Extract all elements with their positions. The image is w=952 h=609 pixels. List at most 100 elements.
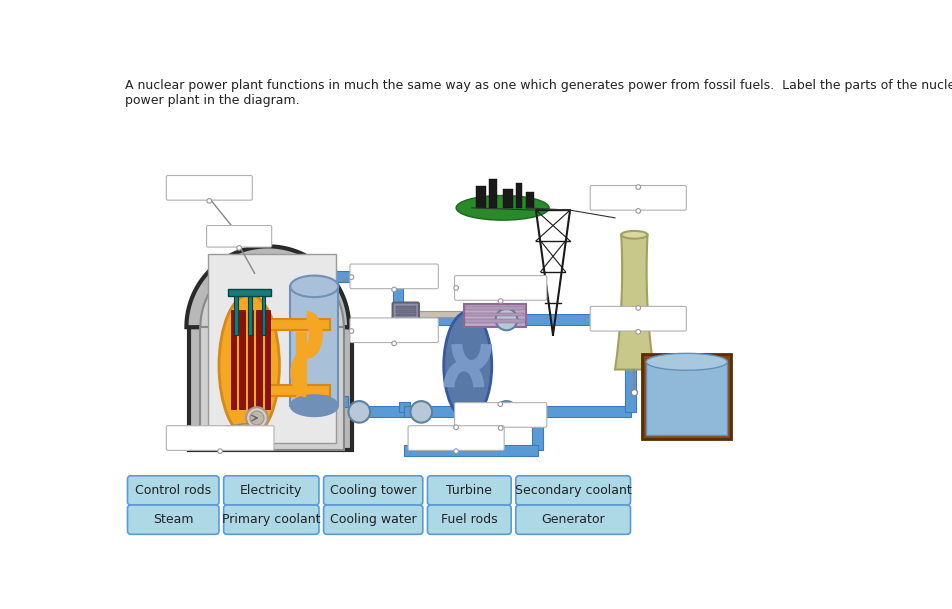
FancyBboxPatch shape [167, 426, 274, 451]
Text: Steam: Steam [153, 513, 193, 526]
Bar [262, 295, 266, 335]
Circle shape [498, 426, 503, 431]
FancyBboxPatch shape [224, 476, 319, 505]
Bar [314, 271, 398, 282]
FancyBboxPatch shape [207, 225, 271, 247]
Text: Electricity: Electricity [240, 484, 303, 497]
FancyBboxPatch shape [392, 303, 419, 327]
Bar [526, 314, 630, 325]
Circle shape [631, 390, 638, 396]
Text: A nuclear power plant functions in much the same way as one which generates powe: A nuclear power plant functions in much … [126, 79, 952, 107]
Ellipse shape [219, 295, 280, 437]
Bar [516, 183, 522, 208]
Bar [265, 310, 270, 409]
FancyBboxPatch shape [590, 306, 686, 331]
Bar [398, 314, 471, 325]
Bar [230, 310, 236, 409]
Circle shape [218, 449, 223, 454]
Bar [228, 289, 271, 297]
Circle shape [349, 275, 354, 280]
FancyBboxPatch shape [427, 476, 511, 505]
FancyBboxPatch shape [427, 505, 511, 534]
Bar [396, 318, 416, 320]
Polygon shape [187, 246, 351, 327]
Circle shape [348, 401, 370, 423]
FancyBboxPatch shape [516, 476, 630, 505]
Bar [646, 362, 727, 435]
Circle shape [454, 286, 459, 290]
Circle shape [636, 306, 641, 310]
Circle shape [250, 411, 264, 425]
FancyBboxPatch shape [324, 476, 423, 505]
Circle shape [636, 209, 641, 213]
Bar [314, 396, 347, 407]
Text: Cooling water: Cooling water [330, 513, 417, 526]
FancyBboxPatch shape [408, 426, 505, 451]
Text: Generator: Generator [542, 513, 605, 526]
Bar [208, 254, 336, 443]
Ellipse shape [456, 195, 549, 220]
Bar [396, 314, 416, 317]
Bar [396, 306, 416, 309]
Bar [256, 310, 262, 409]
Bar [296, 332, 307, 403]
Text: Fuel rods: Fuel rods [441, 513, 498, 526]
Bar [475, 186, 486, 208]
Ellipse shape [622, 231, 647, 239]
FancyBboxPatch shape [224, 505, 319, 534]
FancyBboxPatch shape [128, 476, 219, 505]
Circle shape [247, 407, 268, 429]
Bar [532, 412, 543, 451]
Circle shape [636, 185, 641, 189]
Bar [466, 319, 525, 323]
Bar [405, 445, 538, 456]
Circle shape [496, 401, 517, 423]
Bar [268, 385, 329, 396]
Ellipse shape [444, 312, 492, 420]
Circle shape [454, 449, 459, 454]
Text: Secondary coolant: Secondary coolant [515, 484, 631, 497]
Circle shape [498, 298, 503, 303]
Bar [526, 192, 534, 208]
Circle shape [349, 329, 354, 333]
Ellipse shape [290, 395, 338, 417]
Bar [248, 295, 251, 335]
Bar [200, 327, 344, 451]
Text: Primary coolant: Primary coolant [222, 513, 321, 526]
Bar [268, 320, 329, 330]
Bar [643, 354, 731, 439]
Bar [416, 311, 464, 317]
Circle shape [636, 329, 641, 334]
FancyBboxPatch shape [167, 175, 252, 200]
Circle shape [392, 341, 396, 346]
Text: Cooling tower: Cooling tower [330, 484, 416, 497]
Bar [290, 286, 338, 406]
Bar [489, 178, 497, 208]
Bar [239, 310, 245, 409]
Bar [359, 406, 405, 417]
Bar [503, 189, 513, 208]
Bar [399, 402, 409, 412]
Bar [248, 310, 253, 409]
Circle shape [392, 287, 396, 292]
Text: Control rods: Control rods [135, 484, 211, 497]
Ellipse shape [646, 353, 727, 370]
Bar [526, 406, 630, 417]
Circle shape [496, 309, 517, 330]
FancyBboxPatch shape [350, 264, 438, 289]
Bar [392, 276, 404, 320]
Bar [188, 327, 351, 451]
Circle shape [454, 425, 459, 429]
Bar [233, 295, 238, 335]
Polygon shape [615, 235, 654, 370]
Circle shape [207, 199, 211, 203]
Bar [464, 304, 526, 327]
FancyBboxPatch shape [128, 505, 219, 534]
Circle shape [237, 245, 242, 250]
Text: Turbine: Turbine [446, 484, 492, 497]
FancyBboxPatch shape [454, 276, 546, 300]
FancyBboxPatch shape [516, 505, 630, 534]
Bar [466, 306, 525, 310]
Polygon shape [200, 256, 344, 327]
Circle shape [410, 401, 432, 423]
